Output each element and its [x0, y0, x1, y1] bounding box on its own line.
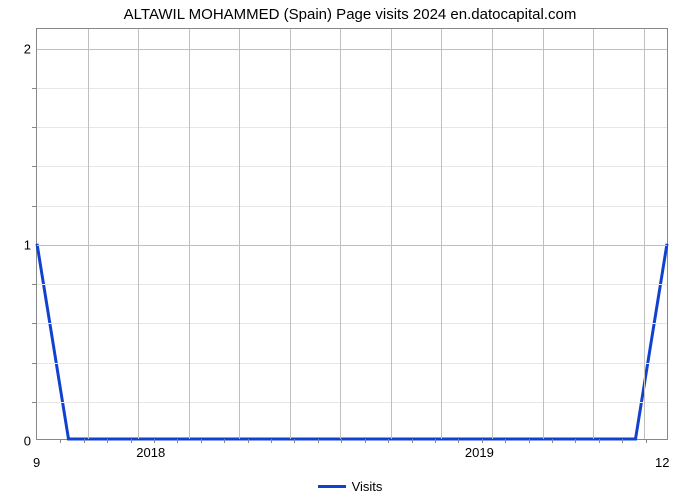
x-minor-tick — [575, 439, 576, 443]
chart-title: ALTAWIL MOHAMMED (Spain) Page visits 202… — [0, 6, 700, 23]
x-minor-tick — [552, 439, 553, 443]
x-minor-tick — [248, 439, 249, 443]
x-minor-tick — [107, 439, 108, 443]
grid-h-major — [37, 49, 667, 50]
x-minor-tick — [84, 439, 85, 443]
plot-area: 01220182019912 — [36, 28, 668, 440]
grid-v — [189, 29, 190, 439]
y-minor-tick — [32, 166, 37, 167]
legend-swatch — [318, 485, 346, 488]
y-minor-tick — [32, 127, 37, 128]
x-minor-tick — [177, 439, 178, 443]
grid-v — [492, 29, 493, 439]
grid-h-minor — [37, 127, 667, 128]
x-minor-tick — [505, 439, 506, 443]
x-minor-tick — [435, 439, 436, 443]
grid-h-major — [37, 245, 667, 246]
x-minor-tick — [458, 439, 459, 443]
y-tick-label: 0 — [24, 434, 37, 449]
grid-v — [441, 29, 442, 439]
x-minor-tick — [201, 439, 202, 443]
x-minor-tick — [318, 439, 319, 443]
x-minor-tick — [224, 439, 225, 443]
x-minor-tick — [599, 439, 600, 443]
grid-v — [391, 29, 392, 439]
x-minor-tick — [294, 439, 295, 443]
x-minor-tick — [412, 439, 413, 443]
y-minor-tick — [32, 206, 37, 207]
legend-label: Visits — [352, 479, 383, 494]
x-end-label-left: 9 — [33, 455, 40, 470]
grid-h-minor — [37, 323, 667, 324]
series-line — [37, 244, 667, 439]
grid-v — [239, 29, 240, 439]
x-minor-tick — [365, 439, 366, 443]
x-minor-tick — [271, 439, 272, 443]
grid-h-minor — [37, 166, 667, 167]
x-minor-tick — [131, 439, 132, 443]
grid-v — [340, 29, 341, 439]
grid-h-minor — [37, 363, 667, 364]
y-minor-tick — [32, 402, 37, 403]
x-minor-tick — [529, 439, 530, 443]
grid-h-minor — [37, 206, 667, 207]
x-end-label-right: 12 — [655, 455, 669, 470]
grid-v — [543, 29, 544, 439]
line-series — [37, 29, 667, 439]
x-minor-tick — [388, 439, 389, 443]
x-minor-tick — [622, 439, 623, 443]
y-minor-tick — [32, 323, 37, 324]
grid-v — [88, 29, 89, 439]
grid-v — [290, 29, 291, 439]
grid-h-minor — [37, 88, 667, 89]
grid-h-minor — [37, 402, 667, 403]
x-minor-tick — [60, 439, 61, 443]
grid-v — [644, 29, 645, 439]
x-minor-tick — [341, 439, 342, 443]
y-minor-tick — [32, 88, 37, 89]
grid-v — [138, 29, 139, 439]
y-minor-tick — [32, 363, 37, 364]
grid-v — [593, 29, 594, 439]
y-tick-label: 2 — [24, 41, 37, 56]
x-minor-tick — [646, 439, 647, 443]
chart-container: ALTAWIL MOHAMMED (Spain) Page visits 202… — [0, 0, 700, 500]
y-minor-tick — [32, 284, 37, 285]
x-major-label: 2018 — [136, 439, 165, 460]
y-tick-label: 1 — [24, 237, 37, 252]
x-major-label: 2019 — [465, 439, 494, 460]
legend: Visits — [0, 478, 700, 494]
grid-h-minor — [37, 284, 667, 285]
